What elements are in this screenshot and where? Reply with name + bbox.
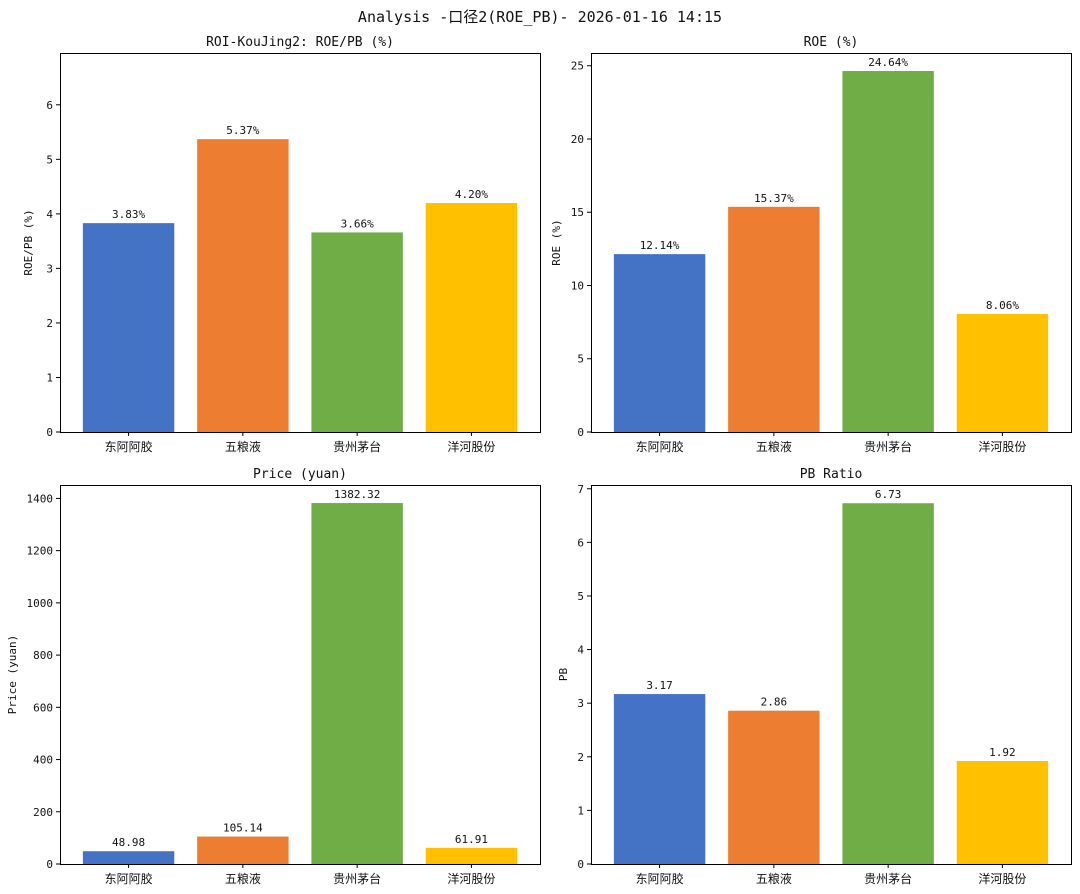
chart-title: Price (yuan)	[253, 467, 347, 482]
y-tick-label: 7	[577, 483, 584, 496]
y-tick-label: 1200	[27, 545, 54, 558]
x-tick-label: 洋河股份	[447, 871, 495, 886]
x-tick-label: 东阿阿胶	[636, 439, 684, 454]
chart-panel-1: ROI-KouJing2: ROE/PB (%) ROE/PB (%) 3.83% 东…	[22, 35, 541, 454]
bar-value-label: 1382.32	[334, 488, 380, 501]
bar-2	[728, 710, 820, 864]
bar-value-label: 3.17	[646, 679, 673, 692]
bar-value-label: 24.64%	[868, 56, 908, 69]
figure-title: Analysis -口径2(ROE_PB)- 2026-01-16 14:15	[358, 8, 722, 26]
bar-value-label: 61.91	[455, 833, 488, 846]
y-tick-label: 6	[577, 536, 584, 549]
y-tick-label: 4	[46, 208, 53, 221]
bar-1	[82, 851, 175, 864]
bar-value-label: 12.14%	[640, 239, 680, 252]
bar-1	[82, 223, 175, 432]
bar-1	[613, 254, 706, 432]
chart-panel-3: Price (yuan) Price (yuan) 48.98 东阿阿胶 105.14 五…	[6, 467, 541, 886]
plot-frame	[60, 485, 541, 865]
chart-title: ROE (%)	[804, 35, 859, 50]
y-axis-label: ROE/PB (%)	[22, 209, 35, 275]
bar-1	[613, 694, 706, 864]
x-tick-label: 贵州茅台	[333, 439, 381, 454]
x-tick-label: 五粮液	[225, 439, 261, 454]
x-tick-label: 五粮液	[756, 871, 792, 886]
plot-frame	[60, 53, 541, 433]
bar-2	[197, 836, 289, 864]
x-tick-label: 东阿阿胶	[636, 871, 684, 886]
y-tick-label: 3	[577, 697, 584, 710]
bar-value-label: 4.20%	[455, 188, 488, 201]
bar-value-label: 2.86	[761, 696, 788, 709]
bar-value-label: 15.37%	[754, 192, 794, 205]
x-tick-label: 洋河股份	[978, 439, 1026, 454]
y-tick-label: 20	[571, 133, 584, 146]
y-tick-label: 1	[46, 371, 53, 384]
bar-value-label: 6.73	[875, 488, 902, 501]
y-axis-label: PB	[557, 668, 570, 682]
x-tick-label: 贵州茅台	[333, 871, 381, 886]
bar-4	[425, 847, 518, 864]
y-axis-label: Price (yuan)	[6, 635, 19, 714]
y-tick-label: 1000	[27, 597, 54, 610]
bar-value-label: 3.83%	[112, 208, 145, 221]
x-tick-label: 洋河股份	[447, 439, 495, 454]
y-tick-label: 10	[571, 279, 584, 292]
subplot-grid: ROI-KouJing2: ROE/PB (%) ROE/PB (%) 3.83% 东…	[6, 35, 1072, 886]
y-tick-label: 15	[571, 206, 584, 219]
x-tick-label: 东阿阿胶	[105, 871, 153, 886]
y-tick-label: 200	[33, 806, 53, 819]
x-tick-label: 五粮液	[756, 439, 792, 454]
x-tick-label: 东阿阿胶	[105, 439, 153, 454]
y-tick-label: 400	[33, 754, 53, 767]
y-tick-label: 25	[571, 60, 584, 73]
y-tick-label: 600	[33, 701, 53, 714]
bar-2	[197, 139, 289, 433]
y-tick-label: 5	[577, 353, 584, 366]
x-tick-label: 五粮液	[225, 871, 261, 886]
bar-value-label: 105.14	[223, 822, 263, 835]
bar-value-label: 48.98	[112, 836, 145, 849]
y-tick-label: 5	[46, 153, 53, 166]
bar-value-label: 5.37%	[226, 124, 259, 137]
plot-frame	[591, 53, 1072, 433]
chart-panel-2: ROE (%) ROE (%) 12.14% 东阿阿胶 15.37% 五粮液 24.64% 贵…	[550, 35, 1072, 454]
bar-3	[842, 71, 934, 432]
y-tick-label: 5	[577, 590, 584, 603]
bar-value-label: 8.06%	[986, 299, 1019, 312]
y-tick-label: 800	[33, 649, 53, 662]
y-tick-label: 1	[577, 804, 584, 817]
y-tick-label: 0	[577, 426, 584, 439]
bar-4	[425, 202, 518, 432]
plot-frame	[591, 485, 1072, 865]
bar-value-label: 3.66%	[341, 217, 374, 230]
y-tick-label: 4	[577, 644, 584, 657]
y-tick-label: 0	[46, 426, 53, 439]
y-tick-label: 2	[577, 751, 584, 764]
bar-2	[728, 206, 820, 432]
y-tick-label: 6	[46, 99, 53, 112]
bar-4	[956, 761, 1049, 864]
y-tick-label: 3	[46, 262, 53, 275]
x-tick-label: 洋河股份	[978, 871, 1026, 886]
y-tick-label: 0	[577, 858, 584, 871]
y-tick-label: 0	[46, 858, 53, 871]
bar-3	[842, 503, 934, 864]
y-tick-label: 1400	[27, 492, 54, 505]
chart-title: ROI-KouJing2: ROE/PB (%)	[206, 35, 394, 50]
bar-3	[311, 232, 403, 432]
y-axis-label: ROE (%)	[550, 219, 563, 265]
bar-3	[311, 503, 403, 864]
x-tick-label: 贵州茅台	[864, 871, 912, 886]
bar-value-label: 1.92	[989, 746, 1016, 759]
chart-panel-4: PB Ratio PB 3.17 东阿阿胶 2.86 五粮液 6.73 贵州茅台 1.92 洋河股…	[557, 467, 1072, 886]
chart-title: PB Ratio	[800, 467, 863, 482]
bar-4	[956, 313, 1049, 432]
x-tick-label: 贵州茅台	[864, 439, 912, 454]
y-tick-label: 2	[46, 317, 53, 330]
